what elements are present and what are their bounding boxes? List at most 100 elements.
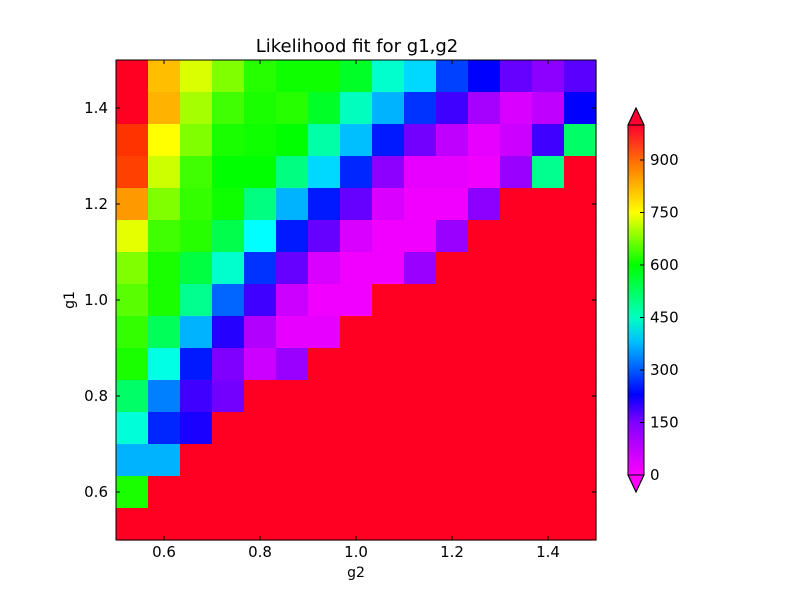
heatmap-cell (340, 124, 373, 157)
heatmap-cell (532, 220, 565, 253)
heatmap-cell (180, 412, 213, 445)
heatmap-cell (308, 412, 341, 445)
heatmap-cell (500, 380, 533, 413)
heatmap-cell (308, 92, 341, 125)
heatmap-cell (532, 60, 565, 93)
heatmap-cell (212, 188, 245, 221)
heatmap-cell (532, 124, 565, 157)
heatmap-cell (244, 412, 277, 445)
heatmap-cell (180, 220, 213, 253)
heatmap-cell (404, 348, 437, 381)
heatmap-cell (564, 252, 597, 285)
heatmap-cell (404, 412, 437, 445)
heatmap-cell (468, 252, 501, 285)
heatmap-cell (468, 156, 501, 189)
heatmap-cell (564, 444, 597, 477)
heatmap-cell (308, 252, 341, 285)
heatmap-cell (372, 412, 405, 445)
heatmap-cell (244, 316, 277, 349)
heatmap-cell (148, 188, 181, 221)
heatmap-cell (532, 284, 565, 317)
colorbar-tick-label: 450 (650, 309, 679, 327)
heatmap-cell (468, 284, 501, 317)
heatmap-cell (340, 412, 373, 445)
heatmap-cell (372, 380, 405, 413)
heatmap-cell (404, 156, 437, 189)
heatmap-cell (180, 284, 213, 317)
heatmap-cell (404, 60, 437, 93)
heatmap-cell (340, 156, 373, 189)
heatmap-cell (116, 476, 149, 509)
colorbar-tick-label: 300 (650, 361, 679, 379)
heatmap-cell (212, 444, 245, 477)
heatmap-cell (244, 380, 277, 413)
heatmap-cell (148, 444, 181, 477)
heatmap-cell (180, 124, 213, 157)
heatmap-cell (212, 284, 245, 317)
heatmap-cell (372, 188, 405, 221)
heatmap-cell (276, 380, 309, 413)
heatmap-cell (340, 284, 373, 317)
heatmap-cell (500, 316, 533, 349)
heatmap-cell (212, 92, 245, 125)
heatmap-cell (340, 60, 373, 93)
heatmap-cell (404, 380, 437, 413)
heatmap-cell (244, 188, 277, 221)
heatmap-cell (340, 188, 373, 221)
heatmap-cell (116, 412, 149, 445)
heatmap-cell (436, 156, 469, 189)
heatmap-cell (372, 348, 405, 381)
heatmap-cell (148, 316, 181, 349)
heatmap-cell (340, 476, 373, 509)
heatmap-cell (116, 444, 149, 477)
heatmap-cell (436, 444, 469, 477)
colorbar-tick-label: 0 (650, 466, 660, 484)
heatmap-cell (116, 348, 149, 381)
heatmap-cell (116, 316, 149, 349)
heatmap-cell (564, 316, 597, 349)
heatmap-cell (532, 412, 565, 445)
heatmap-cell (180, 316, 213, 349)
heatmap-cell (212, 252, 245, 285)
x-tick-label: 1.2 (440, 543, 464, 561)
heatmap-cell (564, 124, 597, 157)
heatmap-cell (564, 476, 597, 509)
heatmap-cell (564, 508, 597, 541)
heatmap-cell (180, 380, 213, 413)
heatmap-cell (564, 220, 597, 253)
heatmap-cell (308, 316, 341, 349)
heatmap-cell (116, 508, 149, 541)
heatmap-cell (116, 284, 149, 317)
heatmap-cell (276, 188, 309, 221)
colorbar-extend-min (627, 474, 645, 494)
heatmap-cell (244, 284, 277, 317)
y-axis-label: g1 (62, 291, 78, 309)
heatmap-cell (244, 348, 277, 381)
heatmap-cell (244, 220, 277, 253)
heatmap-cell (372, 156, 405, 189)
heatmap-cell (308, 444, 341, 477)
chart-title: Likelihood fit for g1,g2 (256, 36, 459, 57)
heatmap-cell (500, 348, 533, 381)
heatmap-cell (244, 252, 277, 285)
heatmap-cell (564, 92, 597, 125)
heatmap-cell (212, 508, 245, 541)
heatmap-cell (148, 476, 181, 509)
heatmap-cell (532, 252, 565, 285)
heatmap-cell (532, 348, 565, 381)
heatmap-cell (116, 220, 149, 253)
heatmap-cell (244, 156, 277, 189)
heatmap-cell (404, 284, 437, 317)
heatmap-cell (212, 60, 245, 93)
heatmap-cell (468, 188, 501, 221)
heatmap-cell (180, 348, 213, 381)
heatmap-cell (436, 124, 469, 157)
heatmap-cell (468, 412, 501, 445)
heatmap-cell (212, 316, 245, 349)
heatmap-cell (564, 380, 597, 413)
heatmap-cell (340, 380, 373, 413)
heatmap-cell (148, 60, 181, 93)
heatmap-cell (500, 60, 533, 93)
heatmap-cell (404, 220, 437, 253)
